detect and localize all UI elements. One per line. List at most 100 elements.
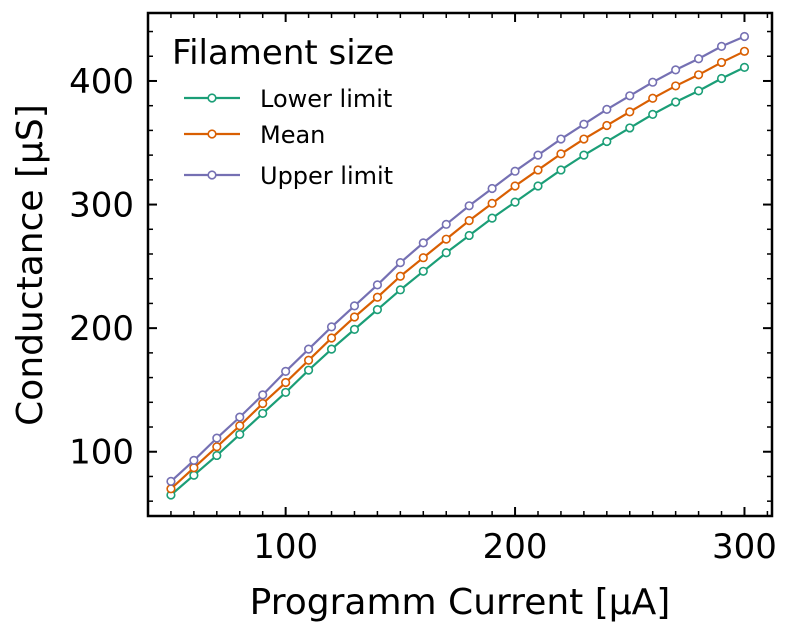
data-point-lower-limit: [671, 97, 681, 107]
series-line-mean: [170, 50, 745, 490]
data-point-upper-limit: [510, 166, 520, 176]
data-point-lower-limit: [716, 73, 727, 84]
x-tick-label: 100: [253, 527, 318, 567]
data-point-upper-limit: [579, 119, 589, 129]
y-tick-label: 100: [69, 433, 134, 473]
data-point-mean: [395, 271, 405, 281]
data-point-lower-limit: [326, 344, 337, 354]
data-point-mean: [648, 93, 658, 103]
data-point-upper-limit: [487, 183, 497, 194]
data-point-lower-limit: [602, 136, 612, 147]
legend: Filament size Lower limit Mean Upper lim…: [172, 33, 394, 190]
data-point-mean: [510, 181, 520, 191]
data-point-mean: [464, 216, 474, 226]
data-point-mean: [671, 81, 681, 91]
data-point-upper-limit: [671, 65, 681, 75]
data-point-lower-limit: [579, 150, 589, 160]
data-point-upper-limit: [418, 238, 428, 248]
data-point-mean: [189, 463, 199, 473]
data-point-upper-limit: [464, 201, 474, 211]
data-point-upper-limit: [602, 104, 612, 114]
data-point-upper-limit: [395, 258, 405, 268]
data-point-mean: [212, 442, 222, 452]
data-point-mean: [693, 70, 704, 80]
plot-area: [166, 31, 750, 500]
data-point-mean: [372, 292, 383, 302]
data-point-mean: [349, 312, 360, 322]
data-point-mean: [533, 165, 543, 175]
data-point-upper-limit: [372, 280, 383, 290]
data-point-upper-limit: [648, 77, 658, 87]
data-point-mean: [579, 134, 589, 144]
data-point-mean: [487, 198, 497, 208]
data-point-upper-limit: [739, 31, 750, 42]
data-point-upper-limit: [189, 455, 199, 465]
data-point-upper-limit: [556, 134, 566, 144]
data-point-upper-limit: [533, 150, 543, 160]
x-tick-label: 200: [483, 527, 548, 567]
legend-marker-mean: [207, 129, 217, 139]
axes-frame: [146, 11, 774, 518]
data-point-lower-limit: [464, 230, 474, 241]
data-point-lower-limit: [418, 266, 428, 276]
legend-marker-upper-limit: [207, 170, 217, 180]
legend-label-upper-limit: Upper limit: [260, 162, 393, 190]
data-point-upper-limit: [693, 54, 704, 64]
legend-marker-lower-limit: [207, 93, 217, 103]
y-tick-label: 300: [69, 186, 134, 226]
series-line-lower-limit: [170, 66, 745, 496]
data-point-upper-limit: [625, 91, 635, 101]
legend-entry-lower-limit: Lower limit: [184, 85, 392, 113]
data-point-upper-limit: [349, 301, 360, 311]
data-point-lower-limit: [258, 408, 268, 419]
data-point-lower-limit: [235, 429, 245, 440]
data-point-lower-limit: [372, 305, 383, 315]
data-point-upper-limit: [716, 41, 727, 51]
data-point-lower-limit: [281, 387, 291, 398]
data-point-lower-limit: [510, 197, 520, 207]
data-point-mean: [235, 421, 245, 431]
axes: 100 200 300 100 200 300 400: [69, 11, 777, 567]
legend-entry-mean: Mean: [184, 121, 325, 149]
data-point-mean: [602, 120, 612, 131]
data-point-mean: [303, 355, 314, 365]
legend-entry-upper-limit: Upper limit: [184, 162, 393, 190]
data-point-mean: [418, 253, 428, 263]
data-point-lower-limit: [533, 181, 543, 191]
data-point-mean: [441, 234, 451, 244]
data-point-mean: [739, 46, 750, 56]
data-point-lower-limit: [303, 365, 314, 375]
legend-label-mean: Mean: [260, 121, 325, 149]
y-tick-label: 200: [69, 309, 134, 349]
data-point-upper-limit: [258, 390, 268, 400]
data-point-mean: [625, 107, 635, 117]
y-tick-label: 400: [69, 62, 134, 102]
data-point-lower-limit: [693, 86, 704, 96]
legend-label-lower-limit: Lower limit: [260, 85, 392, 113]
x-tick-label: 300: [712, 527, 777, 567]
data-point-upper-limit: [303, 344, 314, 354]
data-point-lower-limit: [648, 109, 658, 119]
data-point-mean: [258, 398, 268, 409]
data-point-lower-limit: [189, 470, 199, 480]
data-point-upper-limit: [235, 412, 245, 422]
series-line-upper-limit: [170, 35, 745, 483]
data-point-lower-limit: [487, 213, 497, 223]
data-point-lower-limit: [212, 450, 222, 461]
data-point-lower-limit: [625, 123, 635, 133]
data-point-upper-limit: [166, 476, 176, 486]
legend-title: Filament size: [172, 33, 394, 73]
data-point-upper-limit: [326, 322, 337, 332]
data-point-upper-limit: [441, 219, 451, 229]
data-point-upper-limit: [281, 366, 291, 377]
data-point-upper-limit: [212, 433, 222, 443]
data-point-lower-limit: [556, 165, 566, 175]
data-point-lower-limit: [395, 285, 405, 295]
data-point-mean: [556, 149, 566, 159]
data-point-mean: [716, 57, 727, 68]
data-point-lower-limit: [349, 324, 360, 334]
data-point-mean: [281, 377, 291, 388]
data-point-lower-limit: [739, 62, 750, 72]
y-axis-label: Conductance [µS]: [10, 104, 51, 426]
